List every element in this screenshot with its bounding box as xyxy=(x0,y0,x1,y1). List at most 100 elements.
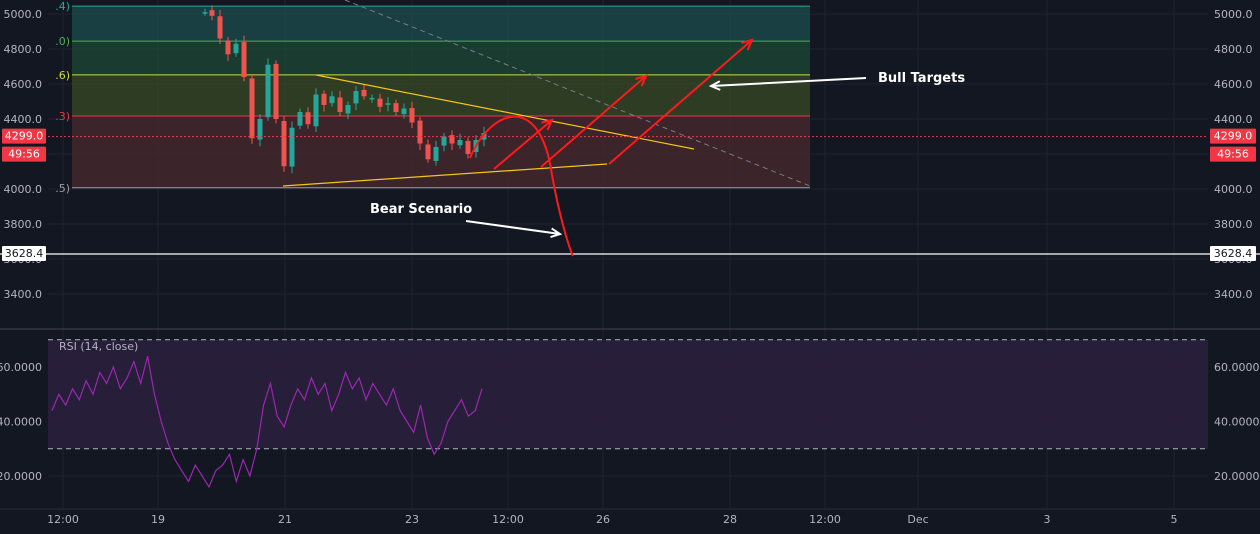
current-price-badge-right-bg xyxy=(1210,128,1256,144)
y-tick-label-right: 4400.0 xyxy=(1214,113,1253,126)
rsi-tick-left: 40.0000 xyxy=(0,416,42,429)
candle-body xyxy=(202,12,208,14)
candle-body xyxy=(449,135,455,144)
rsi-band-fill xyxy=(48,339,1208,449)
countdown-badge-left-bg xyxy=(2,146,46,162)
y-tick-label-right: 4600.0 xyxy=(1214,78,1253,91)
candle-body xyxy=(361,89,367,97)
rsi-tick-right: 40.0000 xyxy=(1214,416,1260,429)
candle-body xyxy=(305,112,311,125)
candle-body xyxy=(377,98,383,107)
fib-zone xyxy=(72,41,810,75)
x-tick-label: 12:00 xyxy=(492,513,524,526)
candle-body xyxy=(425,144,431,160)
fib-level-label: .4) xyxy=(55,0,70,13)
fib-zone xyxy=(72,74,810,117)
rsi-tick-left: 60.0000 xyxy=(0,361,42,374)
y-tick-label-left: 5000.0 xyxy=(4,8,43,21)
y-tick-label-left: 3400.0 xyxy=(4,288,43,301)
y-tick-label-right: 5000.0 xyxy=(1214,8,1253,21)
fib-zone xyxy=(72,6,810,42)
rsi-pane: RSI (14, close) xyxy=(48,339,1208,489)
countdown-badge-right: 49:56 xyxy=(1217,148,1249,161)
current-price-badge-left: 4299.0 xyxy=(5,130,44,143)
fib-zone xyxy=(72,116,810,188)
x-tick-label: 26 xyxy=(596,513,610,526)
bull-arrow-3 xyxy=(608,39,753,165)
y-tick-label-right: 4800.0 xyxy=(1214,43,1253,56)
level-badge-left-bg xyxy=(2,246,46,262)
current-price-badge-right: 4299.0 xyxy=(1214,130,1253,143)
bear-scenario-arrow-head xyxy=(550,227,563,239)
bull-arrow-2-head xyxy=(635,74,648,87)
candle-body xyxy=(289,127,295,167)
level-badge-right-bg xyxy=(1210,246,1256,262)
current-price-badge-left-bg xyxy=(2,128,46,144)
bear-scenario-arrow xyxy=(465,220,561,235)
candle-body xyxy=(417,120,423,144)
candle-body xyxy=(457,140,463,146)
x-tick-label: 19 xyxy=(151,513,165,526)
candle-body xyxy=(433,147,439,161)
y-tick-label-right: 3800.0 xyxy=(1214,218,1253,231)
annotation-bull-targets: Bull Targets xyxy=(878,71,965,86)
bull-targets-arrow-head xyxy=(708,80,721,91)
bull-arrow-2 xyxy=(540,75,647,168)
upper-trendline xyxy=(315,74,695,150)
dashed-trendline xyxy=(344,0,811,187)
candle-body xyxy=(313,94,319,127)
x-tick-label: 12:00 xyxy=(809,513,841,526)
rsi-tick-right: 20.0000 xyxy=(1214,470,1260,483)
y-tick-label-left: 4600.0 xyxy=(4,78,43,91)
level-badge-right: 3628.4 xyxy=(1214,247,1253,260)
axes: 12:00 19 21 23 12:00 26 28 12:00 Dec 3 5 5000.0 5000… xyxy=(0,8,1260,526)
annotation-bear-scenario: Bear Scenario xyxy=(370,202,472,217)
candle-body xyxy=(393,103,399,112)
candle-body xyxy=(465,140,471,154)
x-tick-label: 23 xyxy=(405,513,419,526)
x-tick-label: 3 xyxy=(1044,513,1051,526)
x-tick-label: 28 xyxy=(723,513,737,526)
candle-body xyxy=(297,112,303,126)
candle-body xyxy=(337,97,343,112)
candles xyxy=(202,5,487,174)
candle-body xyxy=(257,119,263,140)
candle-body xyxy=(329,96,335,104)
fib-level-label: .5) xyxy=(55,182,70,195)
countdown-badge-left: 49:56 xyxy=(8,148,40,161)
fib-level-label: .0) xyxy=(55,35,70,48)
candle-body xyxy=(209,10,215,16)
lower-trendline xyxy=(282,163,608,187)
candle-body xyxy=(441,136,447,146)
rsi-tick-left: 20.0000 xyxy=(0,470,42,483)
countdown-badge-right-bg xyxy=(1210,146,1256,162)
rsi-tick-right: 60.0000 xyxy=(1214,361,1260,374)
drawings[interactable]: Bull Targets Bear Scenario xyxy=(0,0,1260,257)
candle-body xyxy=(273,63,279,119)
level-badge-left: 3628.4 xyxy=(5,247,44,260)
fib-level-label: .3) xyxy=(55,110,70,123)
bear-scenario-arc xyxy=(469,115,574,257)
candle-body xyxy=(353,91,359,104)
candle-body xyxy=(409,108,415,123)
candle-body xyxy=(225,40,231,55)
y-tick-label-left: 4400.0 xyxy=(4,113,43,126)
x-tick-label: 5 xyxy=(1171,513,1178,526)
candle-body xyxy=(265,64,271,118)
candle-body xyxy=(321,93,327,105)
bull-arrow-3-head xyxy=(741,38,754,51)
candle-body xyxy=(385,103,391,105)
candle-body xyxy=(345,105,351,114)
bull-arrow-1 xyxy=(493,119,553,170)
price-badges: 4299.0 49:56 4299.0 49:56 3628.4 3628.4 xyxy=(2,128,1256,262)
y-tick-label-right: 3400.0 xyxy=(1214,288,1253,301)
x-tick-label: 21 xyxy=(278,513,292,526)
rsi-title: RSI (14, close) xyxy=(59,340,138,353)
rsi-line xyxy=(51,355,483,489)
fib-level-label: .6) xyxy=(55,69,70,82)
fib-retracement[interactable]: .4) .0) .6) .3) .5) xyxy=(55,0,810,195)
y-tick-label-left: 4800.0 xyxy=(4,43,43,56)
bull-targets-arrow xyxy=(710,77,867,87)
